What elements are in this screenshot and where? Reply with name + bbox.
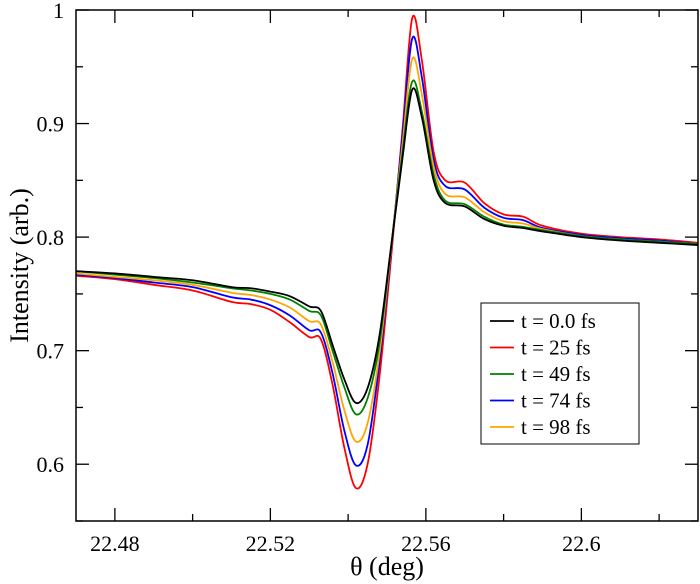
series-line-1 (76, 87, 698, 405)
x-tick-label: 22.56 (401, 531, 451, 556)
legend-items: t = 0.0 fs t = 25 fst = 49 fs t = 74 fst =… (490, 309, 596, 439)
legend: t = 0.0 fs t = 25 fst = 49 fs t = 74 fst =… (480, 302, 640, 445)
x-axis-title: θ (deg) (350, 552, 424, 581)
y-axis-title: Intensity (arb.) (5, 188, 34, 343)
plot-frame (75, 9, 699, 522)
legend-label: t = 98 fs (521, 415, 591, 439)
y-tick-label: 0.8 (37, 225, 65, 250)
ticks-layer: 22.48 22.52 22.56 22.6 0.6 0.7 0.8 0.9 1 (37, 0, 698, 556)
series-layer (76, 14, 698, 490)
legend-label: t = 74 fs (521, 389, 591, 413)
y-tick-label: 0.7 (37, 339, 65, 364)
legend-label: t = 0.0 fs (521, 309, 596, 333)
x-tick-label: 22.6 (562, 531, 601, 556)
legend-label: t = 25 fs (521, 336, 591, 360)
legend-label: t = 49 fs (521, 362, 591, 386)
x-tick-label: 22.48 (90, 531, 140, 556)
y-tick-label: 1 (53, 0, 64, 23)
y-tick-label: 0.9 (37, 112, 65, 137)
x-tick-label: 22.52 (246, 531, 296, 556)
y-tick-label: 0.6 (37, 452, 65, 477)
